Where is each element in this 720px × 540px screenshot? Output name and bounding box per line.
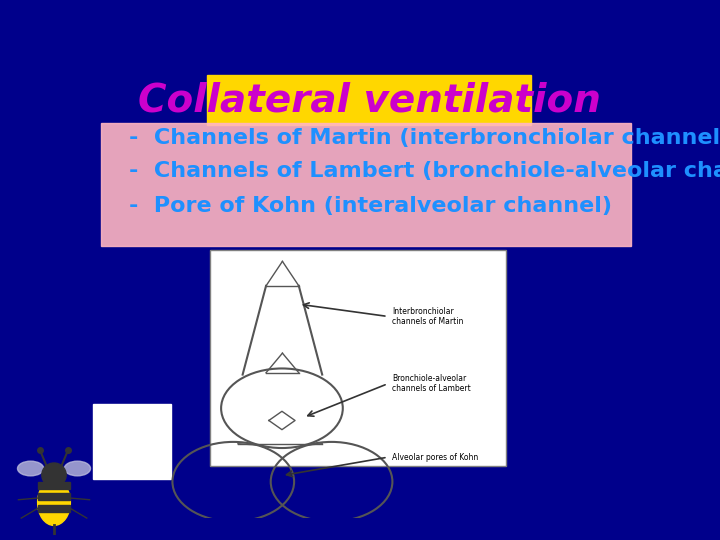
Text: -  Channels of Martin (interbronchiolar channel): - Channels of Martin (interbronchiolar c… [129, 127, 720, 147]
Circle shape [42, 463, 66, 487]
Text: Alveolar pores of Kohn: Alveolar pores of Kohn [392, 453, 479, 462]
Text: -  Channels of Lambert (bronchiole-alveolar channel): - Channels of Lambert (bronchiole-alveol… [129, 161, 720, 181]
Ellipse shape [37, 480, 71, 525]
Text: Interbronchiolar
channels of Martin: Interbronchiolar channels of Martin [392, 307, 464, 326]
Ellipse shape [17, 461, 44, 476]
Text: Bronchiole-alveolar
channels of Lambert: Bronchiole-alveolar channels of Lambert [392, 374, 471, 394]
Bar [38, 482, 70, 489]
FancyBboxPatch shape [101, 123, 631, 246]
Bar [38, 494, 70, 500]
Bar [38, 505, 70, 512]
FancyBboxPatch shape [93, 404, 171, 478]
FancyBboxPatch shape [207, 75, 531, 125]
Text: -  Pore of Kohn (interalveolar channel): - Pore of Kohn (interalveolar channel) [129, 196, 612, 216]
FancyBboxPatch shape [210, 250, 505, 466]
Text: Collateral ventilation: Collateral ventilation [138, 81, 600, 119]
Ellipse shape [64, 461, 91, 476]
